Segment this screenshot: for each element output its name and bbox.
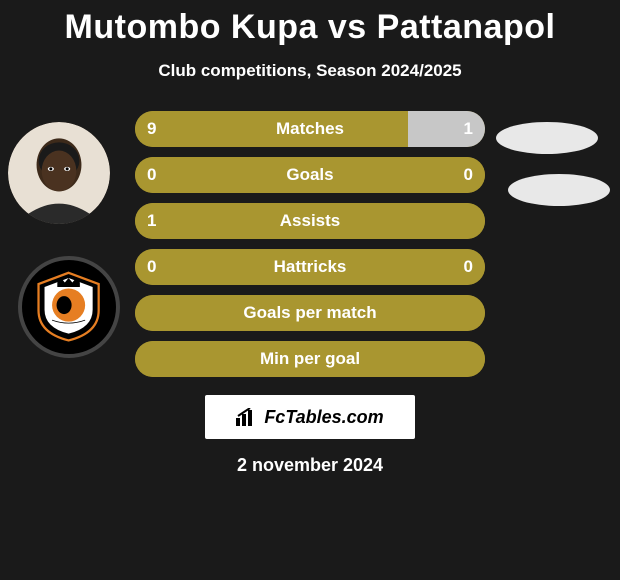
stat-bar: Min per goal [135,341,485,377]
stat-label: Hattricks [274,257,347,277]
stat-value-left: 0 [147,257,156,277]
bar-segment-left [135,111,408,147]
stat-bar: Assists 1 [135,203,485,239]
comparison-card: Mutombo Kupa vs Pattanapol Club competit… [0,0,620,476]
player-avatar [8,122,110,224]
stat-value-right: 0 [464,257,473,277]
date-text: 2 november 2024 [0,455,620,476]
stat-bar: Hattricks 0 0 [135,249,485,285]
stat-bar: Goals 0 0 [135,157,485,193]
stat-label: Goals per match [243,303,376,323]
stat-bar: Matches 9 1 [135,111,485,147]
stat-label: Goals [286,165,333,185]
stat-value-right: 0 [464,165,473,185]
brand-badge: FcTables.com [205,395,415,439]
subtitle: Club competitions, Season 2024/2025 [0,61,620,81]
page-title: Mutombo Kupa vs Pattanapol [0,8,620,47]
stat-value-left: 0 [147,165,156,185]
stat-label: Assists [280,211,340,231]
brand-text: FcTables.com [264,407,383,428]
stat-value-right: 1 [464,119,473,139]
stat-value-left: 1 [147,211,156,231]
stat-value-left: 9 [147,119,156,139]
stat-label: Min per goal [260,349,360,369]
placeholder-ellipse-1 [496,122,598,154]
chart-icon [236,408,258,426]
club-badge [18,256,120,358]
bar-segment-right [408,111,485,147]
placeholder-ellipse-2 [508,174,610,206]
stat-bar: Goals per match [135,295,485,331]
stat-label: Matches [276,119,344,139]
